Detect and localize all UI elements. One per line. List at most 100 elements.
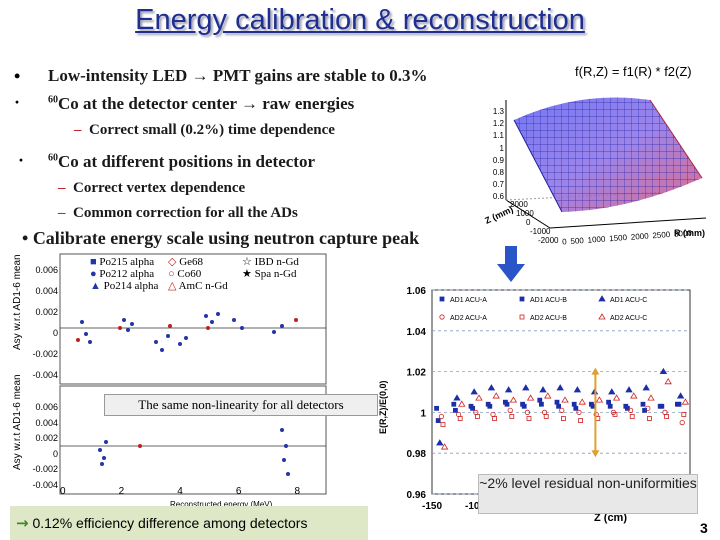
data-point	[440, 422, 446, 428]
data-point	[544, 392, 552, 399]
data-point	[434, 405, 439, 411]
down-arrow-icon	[497, 246, 525, 282]
data-point	[606, 399, 612, 405]
data-point	[538, 401, 544, 407]
bullet-dot: •	[14, 66, 21, 86]
bullet-dot: ·	[14, 92, 21, 112]
residual-annotation: ~2% level residual non-uniformities	[478, 474, 698, 514]
surface-raxis-tick: 1000	[587, 234, 606, 245]
bullet-led: Low-intensity LED → PMT gains are stable…	[48, 66, 428, 86]
surface-z-tick: 1.2	[492, 119, 504, 129]
surface-z-tick: 0.9	[492, 155, 504, 165]
legend-entry: Po212 alpha	[99, 268, 155, 280]
y-tick-label: 0.96	[407, 490, 427, 501]
surface-raxis-tick: 2500	[652, 229, 671, 241]
legend-label: AD1 ACU-A	[450, 297, 487, 304]
data-point	[487, 403, 493, 409]
data-point	[640, 401, 646, 407]
left-xtick: 4	[177, 486, 183, 497]
legend-label: AD2 ACU-A	[450, 315, 487, 322]
left-ytick: 0.006	[35, 402, 58, 412]
data-point	[608, 388, 616, 395]
surface-zaxis-ticks: 2000 1000 0 -1000 -2000	[510, 200, 558, 245]
left-chart-points	[80, 312, 290, 476]
data-point	[679, 420, 685, 426]
legend-label: AD2 ACU-B	[530, 315, 567, 322]
nonlinearity-chart: Asy w.r.t AD1-6 mean Asy w.r.t AD1-6 mea…	[12, 250, 330, 512]
data-point	[509, 396, 518, 403]
data-point	[630, 392, 638, 399]
data-point	[492, 416, 497, 421]
data-point	[526, 416, 532, 421]
isotope-sup: 60	[48, 94, 58, 106]
legend-label: AD1 ACU-C	[610, 297, 647, 304]
surface-formula: f(R,Z) = f1(R) * f2(Z)	[575, 64, 692, 79]
data-point	[539, 386, 547, 393]
legend-label: AD1 ACU-B	[530, 297, 567, 304]
surface-raxis-tick: 2000	[630, 231, 649, 242]
range-arrow-head	[591, 450, 600, 458]
data-point	[659, 367, 668, 374]
data-point	[561, 396, 569, 403]
left-ytick: -0.002	[32, 349, 58, 359]
left-ytick: -0.004	[32, 370, 58, 380]
arrow-icon: →	[16, 514, 29, 532]
bullet-co-center: 60Co at the detector center → raw energi…	[48, 94, 354, 114]
legend-entry: Co60	[177, 268, 202, 280]
page-number: 3	[700, 520, 708, 536]
data-point	[554, 399, 560, 405]
isotope-sup: 60	[48, 152, 58, 164]
x-tick-label: -150	[422, 501, 442, 512]
surface-z-tick: 0.7	[492, 180, 504, 190]
surface-zaxis-tick: -1000	[530, 227, 551, 236]
data-point	[537, 397, 543, 403]
surface-raxis-tick: 500	[570, 236, 585, 246]
bullet-co-positions-text: Co at different positions in detector	[58, 152, 316, 171]
surface-raxis-tick: 1500	[608, 233, 628, 244]
data-point	[664, 414, 670, 419]
data-point	[645, 405, 651, 411]
surface-z-tick: 1.1	[492, 131, 504, 141]
y-tick-label: 1.04	[407, 327, 427, 338]
uniformity-chart: 1.061.041.0210.980.96-150-100-5005010015…	[378, 284, 700, 524]
surface-zaxis-tick: 0	[526, 218, 531, 227]
legend-marker	[598, 295, 606, 302]
data-point	[522, 384, 530, 391]
surface-z-tick: 0.6	[492, 192, 504, 202]
data-point	[436, 439, 444, 446]
legend-marker	[519, 314, 525, 320]
data-point	[556, 384, 564, 391]
uniformity-ylabel: E(R,Z)/E(0,0)	[378, 380, 388, 434]
data-point	[492, 392, 500, 399]
data-point	[676, 392, 685, 399]
left-chart-yticks-bottom: 0.006 0.004 0.002 0 -0.002 -0.004	[28, 400, 58, 493]
legend-entry: IBD n-Gd	[254, 256, 299, 268]
data-point	[559, 407, 565, 413]
uniformity-xlabel: Z (cm)	[594, 512, 627, 524]
data-point	[453, 394, 461, 401]
data-point	[458, 400, 466, 407]
left-xtick: 2	[118, 486, 125, 497]
left-ytick: 0.004	[35, 286, 58, 296]
bullet-led-text: Low-intensity LED → PMT gains are stable…	[48, 66, 428, 85]
left-chart-xlabel: Reconstructed energy (MeV)	[170, 500, 273, 509]
legend-marker	[598, 313, 606, 320]
left-chart-yticks-top: 0.006 0.004 0.002 0 -0.002 -0.004	[28, 260, 58, 386]
data-point	[521, 403, 527, 409]
data-point	[556, 403, 562, 409]
surface-zaxis-tick: 1000	[516, 209, 534, 218]
data-point	[475, 414, 480, 419]
data-point	[475, 394, 483, 401]
data-point	[573, 386, 582, 393]
surface-raxis-label: R (mm)	[674, 228, 705, 238]
legend-entry: AmC n-Gd	[178, 280, 228, 292]
left-xtick: 0	[60, 486, 66, 497]
data-point	[470, 405, 475, 411]
left-chart-ylabel-bottom: Asy w.r.t AD1-6 mean	[12, 374, 23, 470]
data-point	[509, 414, 515, 419]
data-point	[629, 414, 635, 419]
y-tick-label: 1.02	[407, 368, 427, 379]
data-point	[676, 401, 682, 407]
legend-entry: Po214 alpha	[103, 280, 159, 292]
surface-raxis-tick: 0	[561, 237, 567, 247]
